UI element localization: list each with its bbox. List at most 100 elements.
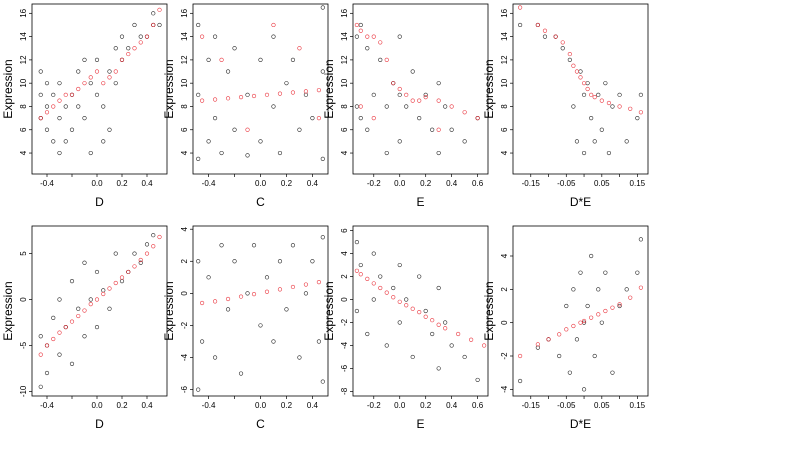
fitted-point [436, 98, 441, 103]
y-tick-label: 0 [340, 297, 349, 302]
observed-point [371, 251, 376, 256]
fitted-point [371, 34, 376, 39]
x-axis-title: D [95, 195, 104, 209]
observed-point [397, 92, 402, 97]
fitted-point [277, 287, 283, 292]
fitted-point [603, 308, 608, 314]
fitted-point [88, 302, 93, 307]
fitted-point [157, 234, 162, 240]
observed-point [410, 354, 415, 360]
observed-point [94, 92, 100, 97]
fitted-point [277, 91, 283, 96]
observed-point [592, 139, 597, 144]
y-tick-label: 6 [180, 127, 189, 132]
y-tick-label: 6 [340, 127, 349, 132]
fitted-point [113, 69, 118, 74]
y-tick-label: 14 [180, 32, 189, 41]
observed-point [69, 361, 75, 366]
fitted-point [397, 299, 402, 304]
fitted-point [144, 34, 150, 39]
observed-point [212, 355, 218, 360]
observed-point [449, 343, 454, 348]
fitted-points [354, 268, 487, 348]
observed-point [581, 150, 587, 156]
y-tick-label: 16 [500, 8, 509, 17]
observed-point [574, 337, 580, 342]
fitted-point [225, 296, 231, 302]
fitted-point [82, 81, 87, 86]
y-tick-label: 4 [180, 226, 189, 231]
scatter-panel-5: -0.4 0.0 0.2 0.4 -10 -5 0 5 D Expression [1, 225, 168, 431]
fitted-point [219, 57, 224, 62]
fitted-points [38, 234, 162, 357]
observed-point [132, 251, 137, 256]
fitted-point [199, 98, 205, 103]
y-tick-label: 12 [340, 55, 349, 64]
y-tick-label: 2 [180, 259, 189, 264]
fitted-point [57, 98, 62, 103]
observed-point [384, 150, 389, 156]
fitted-point [456, 331, 461, 337]
observed-point [354, 34, 359, 39]
observed-point [567, 370, 572, 375]
observed-point [617, 303, 622, 309]
x-tick-label: 0.6 [472, 401, 484, 410]
fitted-point [63, 324, 68, 330]
y-tick-label: 6 [500, 127, 509, 132]
fitted-point [410, 98, 415, 103]
observed-point [138, 260, 143, 265]
observed-point [443, 104, 448, 109]
observed-point [443, 320, 448, 325]
fitted-point [101, 291, 106, 297]
observed-point [107, 69, 112, 74]
y-tick-label: 6 [19, 127, 28, 132]
fitted-point [518, 5, 523, 10]
x-tick-label: 0.2 [116, 401, 128, 410]
observed-point [199, 339, 205, 344]
observed-point [126, 46, 131, 51]
y-tick-label: 10 [19, 78, 28, 87]
fitted-point [151, 22, 156, 28]
observed-point [225, 307, 231, 312]
observed-point [518, 378, 523, 384]
observed-point [391, 285, 396, 291]
x-tick-label: 0.2 [420, 179, 432, 188]
x-tick-label: 0.2 [281, 401, 293, 410]
observed-point [638, 92, 643, 97]
fitted-point [303, 282, 309, 287]
observed-point [378, 57, 383, 62]
fitted-point [38, 352, 43, 357]
observed-point [232, 259, 237, 264]
y-tick-label: 5 [19, 251, 28, 256]
fitted-point [290, 90, 296, 95]
x-tick-label: 0.2 [281, 179, 293, 188]
observed-point [232, 46, 237, 51]
plot-frame [192, 3, 329, 175]
fitted-point [107, 75, 112, 80]
x-tick-label: 0.15 [630, 401, 646, 410]
observed-point [578, 270, 583, 275]
fitted-point [585, 86, 590, 92]
fitted-point [617, 104, 622, 109]
observed-point [88, 150, 93, 156]
observed-point [599, 320, 604, 325]
y-tick-label: 8 [19, 104, 28, 109]
y-tick-label: 0 [19, 297, 28, 302]
fitted-point [542, 28, 548, 33]
y-tick-label: 14 [500, 32, 509, 41]
x-tick-label: 0.0 [394, 179, 406, 188]
observed-point [206, 275, 211, 280]
fitted-points [518, 285, 643, 359]
observed-point [57, 297, 62, 302]
fitted-point [126, 269, 131, 275]
fitted-point [436, 127, 441, 132]
fitted-point [606, 100, 612, 106]
observed-point [436, 366, 441, 371]
y-tick-label: 2 [500, 287, 509, 292]
observed-point [51, 139, 56, 144]
observed-point [119, 279, 125, 284]
fitted-point [546, 337, 551, 342]
observed-point [436, 81, 441, 86]
observed-point [475, 377, 480, 383]
observed-point [76, 104, 81, 109]
